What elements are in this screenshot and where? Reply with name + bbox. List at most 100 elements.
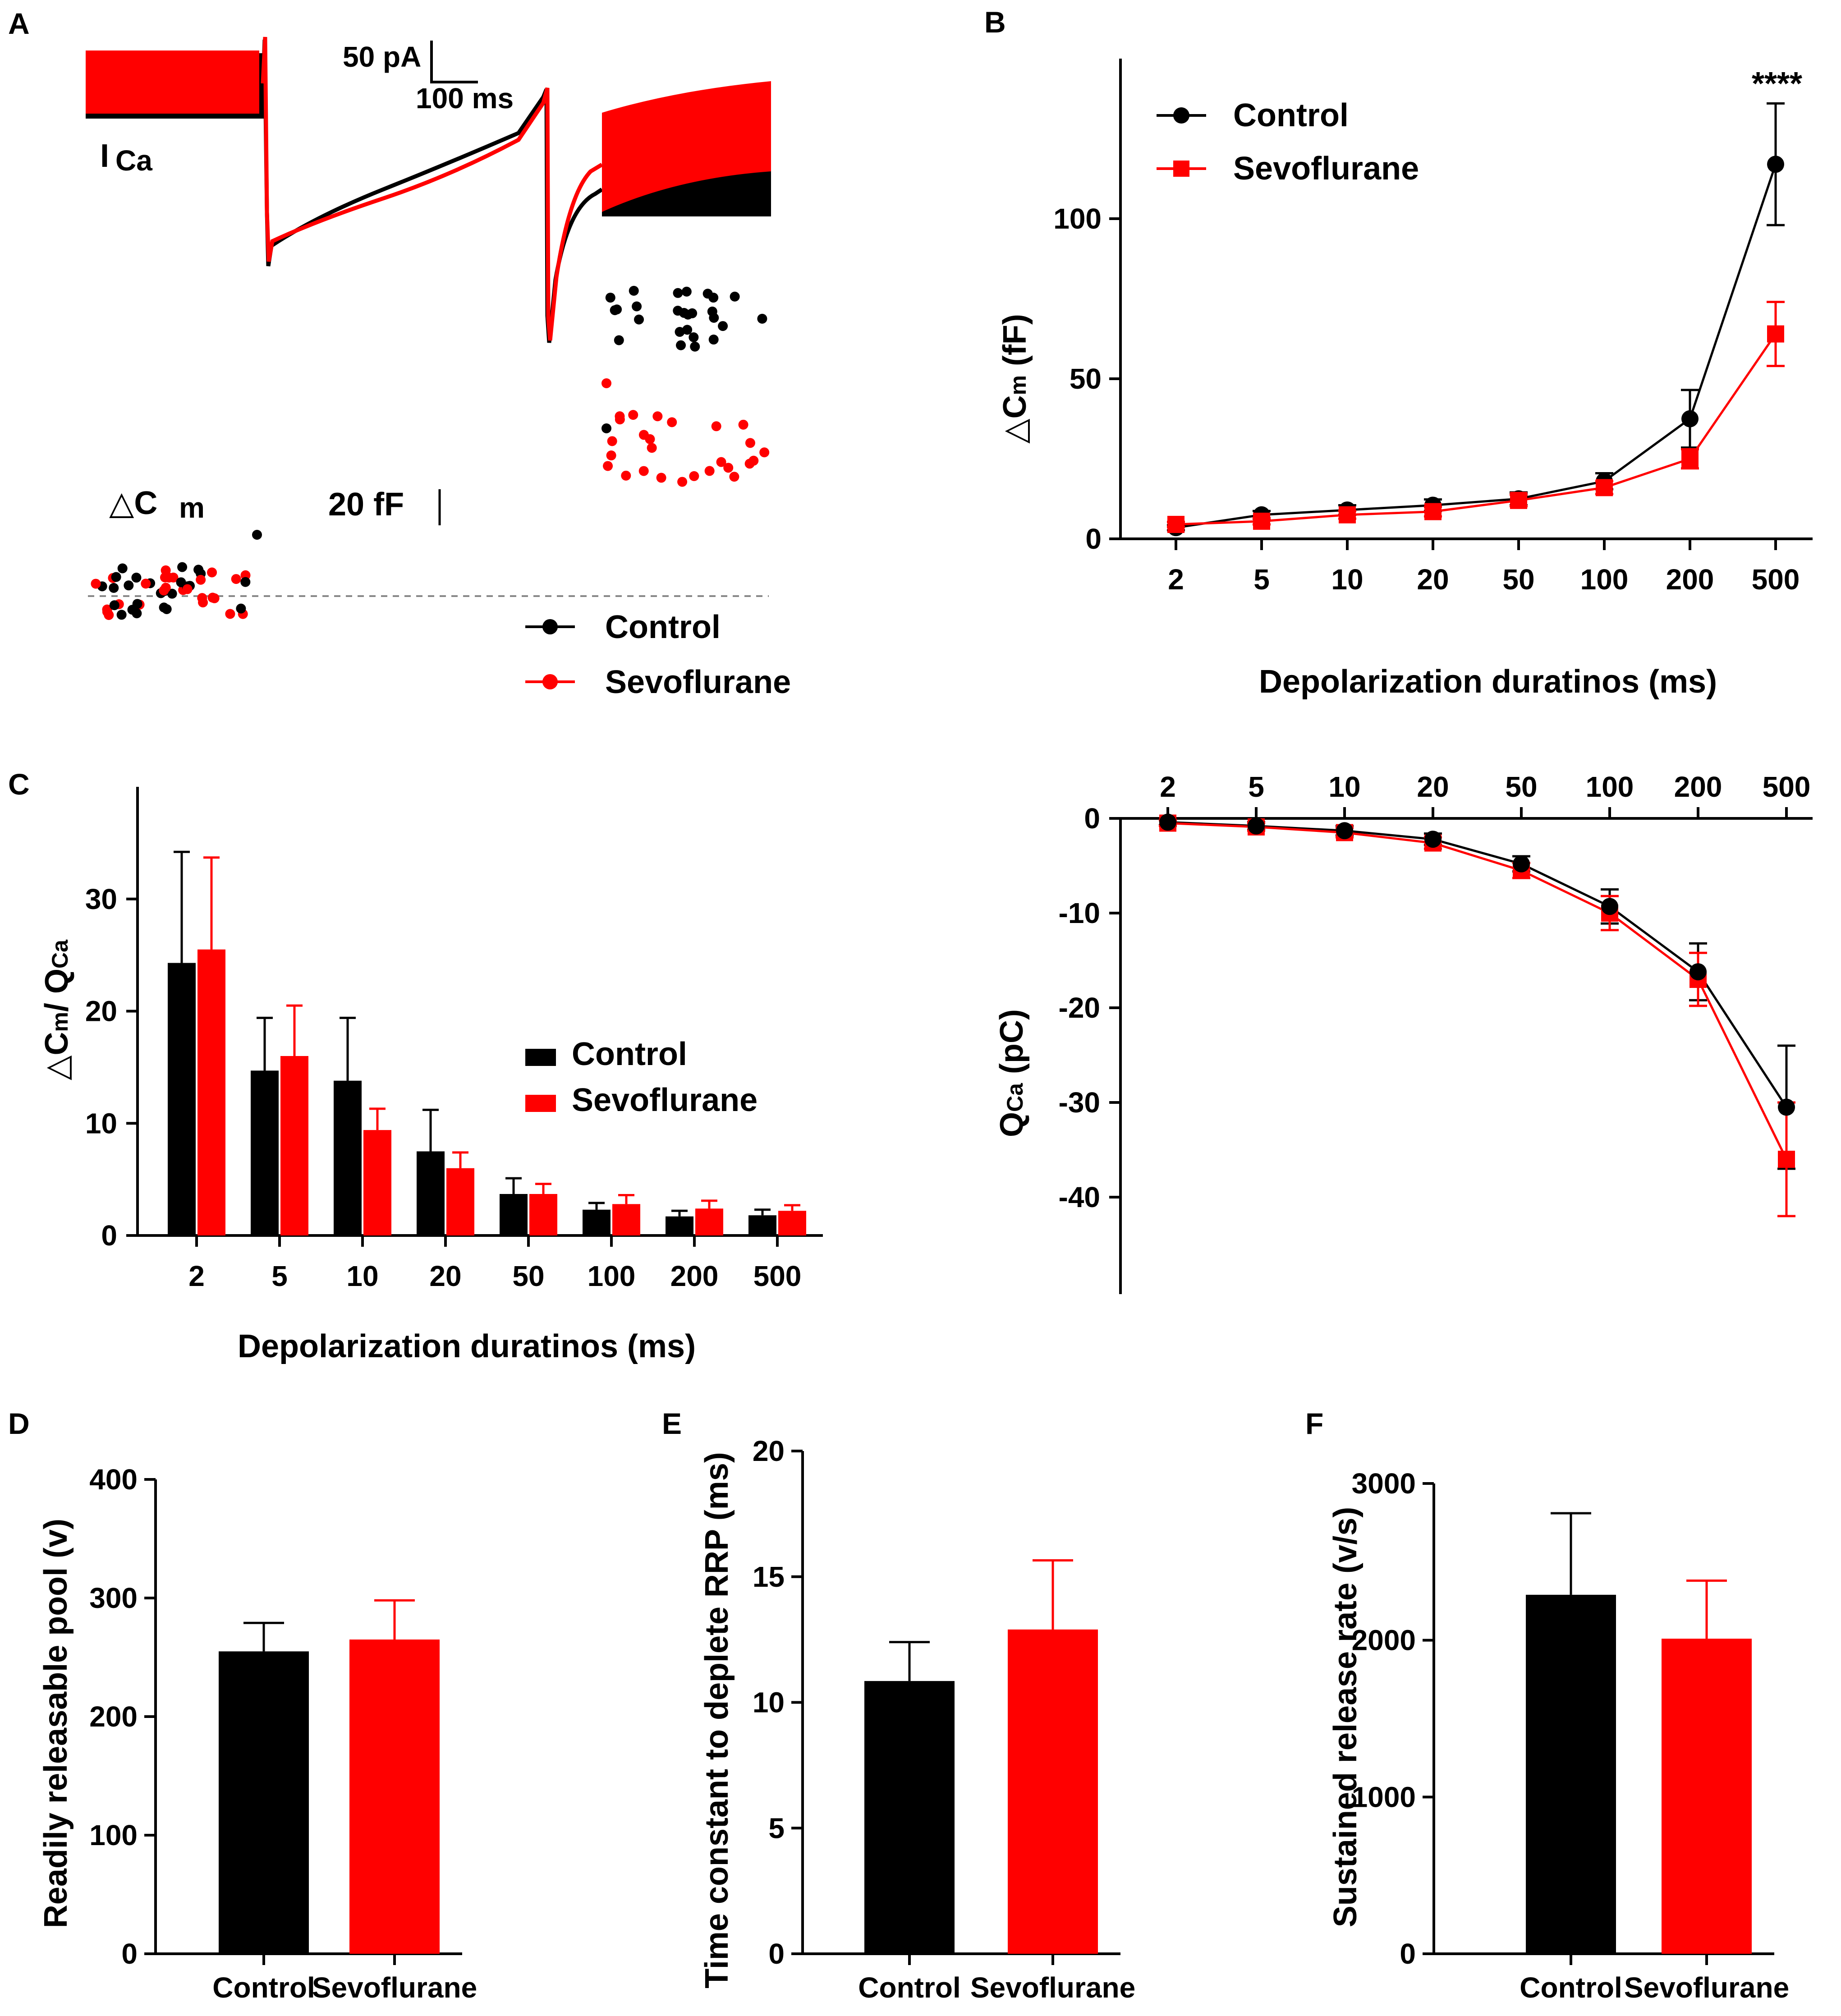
- chart-c-bar-sevo: [612, 1204, 640, 1235]
- panel-label-b: B: [984, 5, 1006, 39]
- chart-c-xlabel: Depolarization duratinos (ms): [238, 1328, 696, 1364]
- svg-text:QCa (pC): QCa (pC): [994, 1009, 1030, 1137]
- chart-c-bar-control: [334, 1080, 362, 1235]
- chart-b-ylabel: △Cm (fF): [997, 314, 1033, 444]
- cm-dot-post-sevo: [744, 459, 755, 469]
- chart-qca-point-sevo: [1778, 1151, 1795, 1168]
- cm-dot-pre-control: [117, 563, 128, 574]
- chart-b-significance: ****: [1752, 66, 1802, 102]
- chart-b-y-tick-label: 0: [1085, 523, 1102, 555]
- chart-qca-x-tick-label: 500: [1763, 771, 1811, 803]
- chart-qca-y-tick-label: 0: [1084, 802, 1100, 835]
- cm-dot-post-sevo: [711, 421, 721, 432]
- panel-label-d: D: [8, 1407, 30, 1440]
- chart-b-x-tick-label: 100: [1580, 563, 1629, 596]
- cm-dot-pre-control: [177, 562, 188, 572]
- cm-dot-post-sevo: [729, 472, 739, 482]
- chart-b-point-sevo: [1424, 503, 1442, 520]
- chart-qca-x-tick-label: 2: [1160, 771, 1176, 803]
- cm-dot-post-sevo: [656, 473, 666, 483]
- capacitance-dots: [91, 285, 770, 620]
- scale-current-label: 50 pA: [343, 41, 421, 73]
- scale-bar-lines: [430, 41, 478, 83]
- cm-dot-pre-sevo: [161, 565, 171, 575]
- cm-dot-post-sevo: [745, 438, 755, 448]
- cm-dot-post-sevo: [716, 457, 726, 467]
- cm-dot-post-control: [683, 309, 693, 320]
- cm-dot-pre-control: [132, 608, 142, 619]
- cm-dot-pre-sevo: [104, 610, 114, 620]
- cm-dot-post-control: [708, 293, 719, 303]
- cm-dot-pre-sevo: [196, 574, 206, 585]
- chart-c-bar-sevo: [529, 1194, 557, 1235]
- chart-b-point-control: [1767, 156, 1784, 173]
- cm-dot-post-sevo: [647, 443, 657, 453]
- chart-c-bar-sevo: [363, 1130, 391, 1235]
- cm-dot-pre-control: [236, 603, 246, 614]
- cm-dot-post-control: [632, 301, 642, 312]
- cm-dot-post-control: [634, 314, 644, 325]
- cm-dot-pre-sevo: [161, 583, 171, 593]
- chart-d-bar-control: [219, 1651, 309, 1954]
- chart-qca-ylabel-main: Q: [994, 1112, 1030, 1137]
- cm-dot-post-sevo: [621, 470, 631, 481]
- chart-e-x-tick-label: Control: [858, 1971, 961, 2004]
- ica-label: I: [100, 138, 109, 174]
- chart-b-x-tick-label: 50: [1502, 563, 1534, 596]
- chart-d-bar-sevo: [349, 1639, 440, 1954]
- cm-dot-pre-sevo: [91, 579, 101, 589]
- chart-qca-ylabel: QCa (pC): [994, 1009, 1030, 1137]
- chart-c-bar-control: [168, 963, 196, 1235]
- chart-f-x-tick-label: Sevoflurane: [1624, 1971, 1789, 2004]
- chart-qca-point-control: [1689, 963, 1707, 981]
- calcium-current-traces: [86, 37, 771, 343]
- chart-e-y-tick-label: 10: [753, 1686, 785, 1719]
- chart-c-ylabel-c: / Q: [39, 969, 75, 1012]
- chart-c-bar-sevo: [280, 1056, 308, 1235]
- panel-a: A I Ca 50 pA 100 ms △C m 20 fF Cont: [8, 7, 791, 700]
- chart-c-ylabel-a: △C: [39, 1032, 75, 1080]
- scale-time-label: 100 ms: [416, 82, 514, 115]
- chart-c-ylabel-d: Ca: [47, 939, 73, 969]
- legend-c-sevo-label: Sevoflurane: [572, 1082, 758, 1118]
- chart-d-x-tick-label: Sevoflurane: [312, 1971, 477, 2004]
- cm-dot-post-sevo: [615, 414, 625, 425]
- cm-dot-post-control: [676, 340, 686, 350]
- chart-b-point-sevo: [1339, 506, 1356, 524]
- chart-b-xlabel: Depolarization duratinos (ms): [1259, 664, 1717, 700]
- cm-dot-post-sevo: [704, 466, 715, 476]
- chart-qca-y-tick-label: -10: [1059, 897, 1101, 929]
- chart-c-bar-control: [500, 1194, 528, 1235]
- cm-dot-post-sevo: [607, 436, 617, 446]
- chart-qca-x-tick-label: 50: [1505, 771, 1537, 803]
- chart-b-ylabel-unit: (fF): [997, 314, 1033, 375]
- chart-c-ylabel-b: m: [47, 1012, 73, 1032]
- panel-label-c: C: [8, 767, 30, 801]
- cm-dot-pre-control: [132, 599, 142, 609]
- legend-a: Control Sevoflurane: [525, 609, 791, 700]
- chart-qca: 0 -10 -20 -30 -40 2 5 10 20 50 100 200 500: [1059, 771, 1813, 1294]
- chart-qca-point-control: [1778, 1098, 1795, 1116]
- chart-b-point-sevo: [1596, 479, 1613, 496]
- chart-qca-x-tick-label: 5: [1248, 771, 1264, 803]
- cm-dot-post-control: [675, 327, 685, 337]
- chart-d-y-tick-label: 300: [89, 1582, 138, 1614]
- panel-e: E 0 5 10 15 20 Control Sevoflurane Time consta…: [662, 1407, 1135, 2004]
- cm-dot-post-control: [708, 335, 719, 345]
- chart-c-bar-sevo: [778, 1211, 806, 1235]
- chart-d-ylabel-text: Readily releasable pool (v): [38, 1519, 74, 1928]
- cap-scale-label: 20 fF: [328, 487, 404, 523]
- current-time-scale-bar: 50 pA 100 ms: [343, 41, 514, 115]
- chart-f-x-tick-label: Control: [1520, 1971, 1622, 2004]
- cm-dot-post-control: [673, 306, 683, 316]
- chart-c-bar-control: [666, 1216, 693, 1235]
- chart-d-y-tick-label: 200: [89, 1700, 138, 1733]
- panel-label-a: A: [8, 7, 30, 40]
- chart-c-y-tick-label: 0: [101, 1219, 117, 1252]
- cm-dot-post-control: [718, 321, 728, 331]
- legend-c-control-label: Control: [572, 1036, 687, 1072]
- ica-trace-sevo: [261, 37, 603, 341]
- chart-b-x-tick-label: 500: [1752, 563, 1800, 596]
- chart-b-y-tick-label: 100: [1053, 202, 1102, 235]
